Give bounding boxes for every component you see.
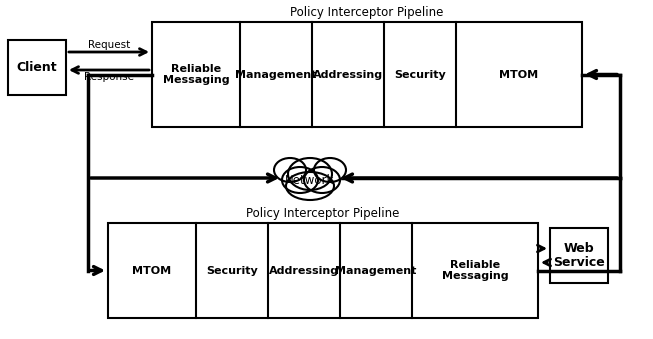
Text: Security: Security [394,69,446,80]
Text: Reliable
Messaging: Reliable Messaging [441,260,508,281]
Text: Client: Client [17,61,57,74]
Text: Management: Management [335,265,417,276]
Bar [152,22,582,127]
Text: Addressing: Addressing [269,265,339,276]
Text: Management: Management [235,69,317,80]
Ellipse shape [314,158,346,182]
Ellipse shape [288,158,332,190]
Ellipse shape [282,167,318,193]
Text: Network: Network [285,175,335,187]
Bar [108,223,538,318]
Ellipse shape [274,158,306,182]
Text: MTOM: MTOM [133,265,172,276]
Bar [550,228,608,283]
Text: Policy Interceptor Pipeline: Policy Interceptor Pipeline [291,6,443,19]
Text: Reliable
Messaging: Reliable Messaging [163,64,229,85]
Text: MTOM: MTOM [500,69,539,80]
Ellipse shape [304,167,340,193]
Text: Addressing: Addressing [313,69,383,80]
Bar [8,40,66,95]
Text: Web
Service: Web Service [553,241,605,270]
Text: Response: Response [84,72,134,82]
Text: Request: Request [88,40,130,50]
Text: Policy Interceptor Pipeline: Policy Interceptor Pipeline [246,207,400,220]
Ellipse shape [286,172,334,200]
Text: Security: Security [206,265,258,276]
